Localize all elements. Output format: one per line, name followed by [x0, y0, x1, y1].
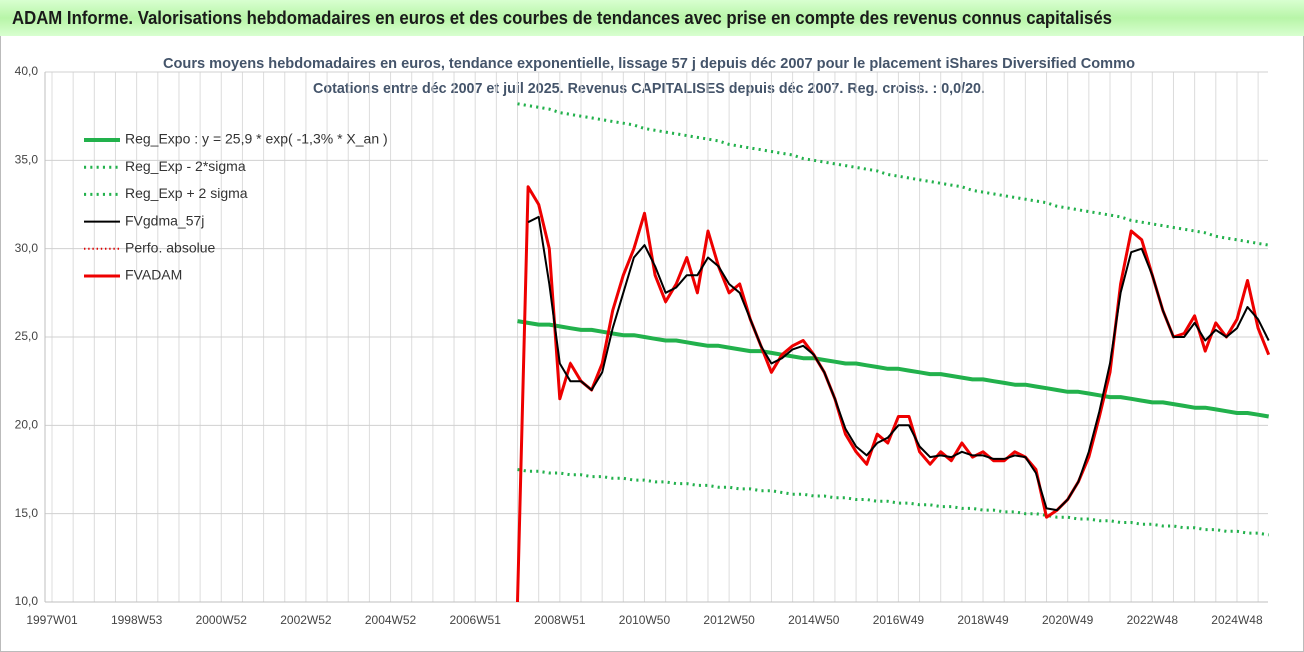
legend-label: Reg_Exp + 2 sigma — [125, 185, 248, 201]
x-tick-label: 2008W51 — [534, 613, 586, 627]
legend-label: FVgdma_57j — [125, 212, 204, 228]
x-tick-label: 2024W48 — [1211, 613, 1263, 627]
x-tick-label: 2010W50 — [619, 613, 671, 627]
x-tick-label: 2016W49 — [873, 613, 925, 627]
legend-label: FVADAM — [125, 267, 182, 283]
y-tick-label: 40,0 — [15, 64, 39, 78]
series-line — [527, 215, 1270, 512]
x-tick-label: 2014W50 — [788, 613, 840, 627]
x-tick-label: 1997W01 — [26, 613, 78, 627]
x-tick-label: 2000W52 — [196, 613, 248, 627]
series-line — [517, 102, 1269, 247]
banner-title: ADAM Informe. Valorisations hebdomadaire… — [12, 8, 1112, 28]
grid: 1997W01 1998W53 2000W52 2002W52 2004W52 2006W… — [15, 64, 1268, 627]
y-tick-label: 30,0 — [15, 241, 39, 255]
legend-label: Reg_Expo : y = 25,9 * exp( -1,3% * X_an … — [125, 131, 388, 147]
x-tick-label: 2018W49 — [957, 613, 1009, 627]
x-tick-label: 1998W53 — [111, 613, 163, 627]
series-line — [517, 468, 1269, 537]
y-tick-label: 25,0 — [15, 329, 39, 343]
plot — [516, 102, 1271, 603]
legend: Reg_Expo : y = 25,9 * exp( -1,3% * X_an … — [84, 131, 388, 283]
legend-label: Perfo. absolue — [125, 240, 215, 256]
y-tick-label: 20,0 — [15, 418, 39, 432]
series-line — [517, 319, 1270, 419]
x-tick-label: 2004W52 — [365, 613, 417, 627]
chart-subtitle: Cotations entre déc 2007 et juil 2025. R… — [313, 80, 985, 97]
legend-label: Reg_Exp - 2*sigma — [125, 158, 246, 174]
y-tick-label: 15,0 — [15, 506, 39, 520]
x-tick-label: 2022W48 — [1127, 613, 1179, 627]
chart-title: Cours moyens hebdomadaires en euros, ten… — [163, 55, 1135, 72]
banner — [0, 0, 1304, 36]
series-line — [516, 185, 1271, 603]
x-tick-label: 2020W49 — [1042, 613, 1094, 627]
y-tick-label: 35,0 — [15, 153, 39, 167]
x-tick-label: 2006W51 — [450, 613, 502, 627]
y-tick-label: 10,0 — [15, 594, 39, 608]
x-tick-label: 2012W50 — [703, 613, 755, 627]
x-tick-label: 2002W52 — [280, 613, 332, 627]
